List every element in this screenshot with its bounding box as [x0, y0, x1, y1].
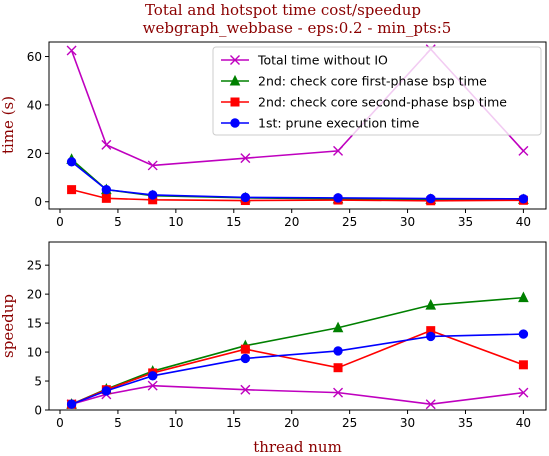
data-point	[66, 157, 77, 167]
data-point	[240, 192, 251, 203]
data-point	[333, 145, 344, 156]
legend-label: 2nd: check core second-phase bsp time	[258, 95, 507, 110]
legend-marker	[229, 74, 241, 86]
data-point	[240, 153, 251, 164]
data-point	[101, 139, 112, 150]
y-axis-label: time (s)	[0, 96, 17, 154]
legend-entry: Total time without IO	[221, 53, 388, 68]
data-point	[67, 185, 77, 195]
x-tick-label: 35	[458, 416, 473, 430]
y-tick-label: 20	[27, 288, 42, 302]
data-point	[518, 360, 528, 370]
y-tick-label: 0	[34, 404, 42, 418]
data-point	[425, 399, 436, 410]
data-point	[333, 193, 343, 203]
legend-label: 1st: prune execution time	[258, 116, 420, 131]
data-point	[101, 193, 111, 203]
data-point	[426, 331, 436, 342]
series-line	[71, 161, 524, 200]
y-tick-label: 20	[27, 147, 42, 161]
data-point	[333, 387, 344, 398]
data-point	[240, 344, 250, 354]
legend-entry: 2nd: check core first-phase bsp time	[221, 74, 487, 89]
legend-box	[212, 46, 542, 136]
data-point	[518, 387, 529, 398]
speedup-panel: 0 5 10 15 20 25 30 35 40 0 5 10 15 20 25 speedup thread …	[0, 241, 547, 456]
chart-subtitle: webgraph_webbase - eps:0.2 - min_pts:5	[143, 19, 452, 37]
data-point	[425, 299, 437, 310]
y-tick-label: 25	[27, 259, 42, 273]
x-tick-label: 25	[342, 416, 357, 430]
data-point	[333, 346, 343, 356]
series-3	[66, 329, 529, 409]
y-tick-label: 15	[27, 317, 42, 331]
x-tick-label: 5	[114, 215, 122, 229]
y-tick-label: 10	[27, 346, 42, 360]
series-line	[71, 333, 524, 405]
y-tick-label: 0	[34, 195, 42, 209]
data-point	[147, 380, 158, 391]
series-line	[71, 384, 524, 406]
x-tick-label: 25	[342, 215, 357, 229]
x-tick-label: 10	[168, 215, 183, 229]
data-point	[147, 160, 158, 171]
data-point	[332, 321, 344, 333]
legend-marker	[230, 118, 240, 128]
data-point	[147, 190, 158, 200]
legend-marker	[230, 55, 240, 65]
legend: Total time without IO 2nd: check core fir…	[212, 46, 542, 136]
chart-title: Total and hotspot time cost/speedup	[145, 1, 421, 19]
data-point	[333, 363, 343, 373]
series-2	[67, 326, 528, 409]
x-tick-label: 5	[114, 416, 122, 430]
data-point	[66, 399, 77, 409]
x-tick-label: 35	[458, 215, 473, 229]
x-tick-label: 0	[56, 416, 64, 430]
data-point	[66, 45, 77, 56]
x-tick-label: 30	[400, 416, 415, 430]
series-2	[67, 185, 528, 206]
data-point	[240, 353, 251, 364]
x-tick-label: 30	[400, 215, 415, 229]
series-line	[71, 329, 524, 405]
x-tick-label: 20	[284, 416, 299, 430]
x-axis-label: thread num	[253, 438, 342, 456]
y-tick-label: 5	[34, 375, 42, 389]
plot-frame	[48, 241, 547, 411]
time-panel: 0 5 10 15 20 25 30 35 40 0 20 40 60 time (s)	[0, 41, 547, 229]
legend-entry: 1st: prune execution time	[221, 116, 420, 131]
data-point	[518, 291, 529, 303]
series-1	[66, 153, 529, 205]
plot-frame	[48, 41, 547, 210]
y-axis-label: speedup	[0, 294, 17, 358]
x-tick-label: 15	[226, 416, 241, 430]
y-tick-label: 60	[27, 50, 42, 64]
data-point	[101, 386, 112, 396]
data-point	[518, 194, 529, 204]
legend-marker	[230, 97, 240, 107]
data-point	[101, 184, 112, 195]
legend-entry: 2nd: check core second-phase bsp time	[221, 95, 507, 110]
data-point	[518, 329, 529, 339]
data-point	[240, 384, 251, 395]
data-point	[426, 193, 436, 204]
x-tick-label: 40	[516, 215, 531, 229]
data-point	[518, 145, 529, 156]
x-tick-label: 10	[168, 416, 183, 430]
x-tick-label: 0	[56, 215, 64, 229]
legend-label: Total time without IO	[257, 53, 388, 68]
x-tick-label: 15	[226, 215, 241, 229]
x-tick-label: 40	[516, 416, 531, 430]
data-point	[147, 371, 158, 381]
series-0	[66, 380, 529, 410]
x-tick-label: 20	[284, 215, 299, 229]
y-tick-label: 40	[27, 98, 42, 112]
legend-label: 2nd: check core first-phase bsp time	[258, 74, 487, 89]
series-3	[66, 157, 529, 204]
